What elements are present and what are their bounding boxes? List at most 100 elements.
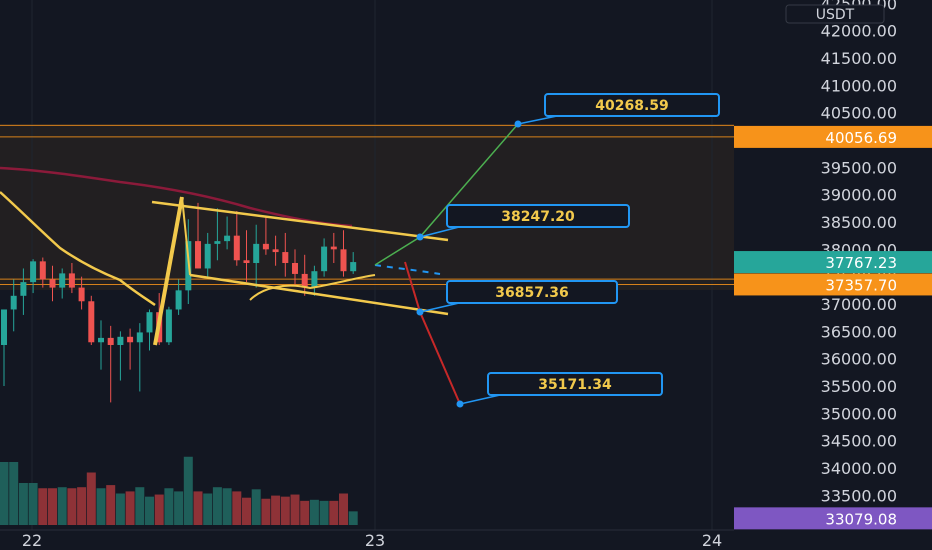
volume-bar [145, 496, 154, 525]
price-tag-label: 33079.08 [825, 510, 897, 528]
candle-body [301, 273, 308, 288]
candle-body [49, 279, 56, 288]
candle-body [311, 271, 318, 288]
annotation-label: 40268.59 [595, 98, 669, 114]
y-tick-label: 41000.00 [821, 76, 897, 95]
price-tag-box [734, 507, 932, 530]
volume-bar [319, 500, 329, 525]
candle-body [98, 337, 104, 343]
volume-bar [271, 495, 281, 525]
flag-upper-line [151, 200, 449, 242]
volume-bar [203, 493, 213, 525]
volume-bar [18, 483, 28, 525]
flag-pattern [151, 196, 449, 346]
annotation-label: 35171.34 [538, 377, 612, 393]
volume-bar [67, 488, 77, 525]
candle-body [282, 252, 289, 263]
price-tag-label: 37357.70 [825, 276, 897, 294]
flag-left-line [181, 196, 191, 276]
currency-label: USDT [816, 7, 855, 23]
volume-bar [290, 494, 300, 525]
candle-body [78, 287, 85, 302]
flag-lower-line [189, 273, 449, 316]
price-tag-box [734, 273, 932, 296]
candle-body [39, 261, 46, 280]
y-tick-label: 38500.00 [821, 213, 897, 232]
volume-bar [48, 488, 57, 525]
volume-bar [339, 493, 348, 525]
candle-body [243, 260, 250, 263]
price-tag-box [734, 251, 932, 274]
candle-body [340, 249, 347, 272]
volume-bar [57, 487, 67, 525]
x-axis-ticks: 22 23 24 [22, 531, 722, 550]
candle-body [214, 241, 221, 244]
horizontal-levels [0, 124, 734, 285]
candle-body [233, 235, 240, 261]
volume-bar [86, 472, 96, 525]
annotation-leader-line [459, 394, 501, 405]
candle-body [117, 336, 124, 345]
y-tick-label: 35000.00 [821, 404, 897, 423]
annotation-leader-line [419, 226, 460, 238]
annotation-box [446, 280, 618, 304]
candle-body [20, 282, 27, 296]
candle-body [292, 263, 298, 274]
target-annotations: 40268.59 38247.20 36857.36 35171.34 [416, 93, 720, 408]
x-tick-label: 23 [365, 531, 385, 550]
y-tick-label: 39000.00 [821, 186, 897, 205]
volume-bar [280, 496, 290, 525]
flag-mid-curve [249, 274, 376, 301]
candle-body [195, 241, 201, 269]
y-tick-label: 37000.00 [821, 295, 897, 314]
annotation-anchor-dot [514, 120, 522, 128]
volume-bar [38, 488, 48, 525]
candle-body [59, 273, 66, 288]
candle-body [272, 249, 279, 253]
volume-bar [135, 487, 145, 525]
volume-bar [77, 487, 87, 525]
volume-bar [348, 511, 358, 525]
candle-body [330, 246, 337, 250]
volume-bar [309, 499, 319, 525]
y-tick-label: 40500.00 [821, 104, 897, 123]
candle-body [10, 295, 17, 310]
y-tick-label: 42000.00 [821, 22, 897, 41]
volume-bar [261, 498, 271, 525]
volume-bar [164, 488, 174, 525]
moving-average-green-dashed [374, 264, 441, 275]
annotation-box [487, 372, 663, 396]
annotation-box [446, 204, 630, 228]
y-tick-label: 35500.00 [821, 377, 897, 396]
candle-body [88, 301, 95, 343]
volume-bar [300, 500, 310, 525]
y-tick-label: 41500.00 [821, 49, 897, 68]
volume-bar [154, 494, 164, 525]
annotation-label: 38247.20 [501, 209, 575, 225]
candle-body [175, 290, 182, 310]
volume-bar [174, 491, 184, 525]
candle-body [204, 243, 211, 269]
volume-bar [242, 497, 251, 525]
annotation-anchor-dot [416, 233, 424, 241]
volume-bar [183, 456, 193, 525]
volume-bar [222, 488, 232, 525]
volume-bar [212, 487, 222, 525]
price-tag-box [734, 125, 932, 148]
candle-body [30, 261, 37, 283]
volume-bars [0, 456, 358, 525]
annotation-leader-line [419, 302, 460, 313]
annotation-anchor-dot [416, 308, 424, 316]
y-tick-label: 34000.00 [821, 459, 897, 478]
candle-body [136, 332, 143, 343]
price-tag-label: 40056.69 [825, 129, 897, 147]
annotation-leader-line [517, 115, 558, 125]
candle-body [68, 273, 75, 288]
x-tick-label: 22 [22, 531, 42, 550]
moving-average-red [0, 166, 353, 228]
price-tag-label: 37767.23 [825, 254, 897, 272]
candle-body [165, 309, 172, 343]
y-tick-label: 36000.00 [821, 350, 897, 369]
price-tags: 40056.69 37767.23 37357.70 33079.08 [734, 125, 932, 530]
